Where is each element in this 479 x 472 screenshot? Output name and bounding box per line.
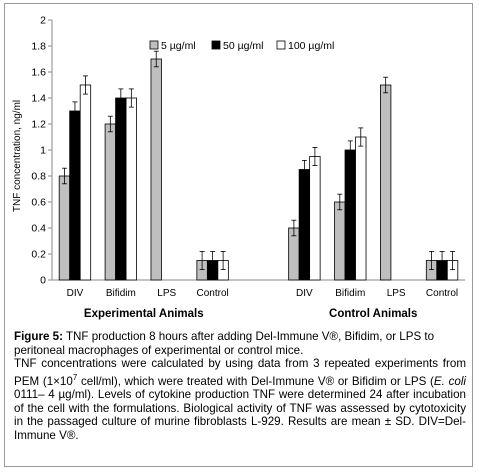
x-tick-label: Control [426,288,458,299]
caption-ecoli: E. coli [433,374,466,388]
bar [115,97,127,281]
caption-body-b: cell/ml), which were treated with Del-Im… [77,374,434,388]
bar [298,169,311,281]
figure-caption: Figure 5: TNF production 8 hours after a… [14,330,466,443]
bar [58,175,71,281]
y-tick-label: 1.8 [31,41,46,53]
x-tick-label: Bifidim [335,288,365,299]
y-tick-label: 0.4 [31,223,46,235]
legend-swatch [211,40,221,50]
x-tick-label: Bifidim [106,288,136,299]
y-tick-label: 0.6 [31,197,46,209]
legend-swatch [149,40,159,50]
y-tick-label: 0.8 [31,171,46,183]
y-axis-label: TNF concentration, ng/ml [12,100,23,212]
y-tick-label: 1.2 [31,119,46,131]
x-tick-label: LPS [387,288,406,299]
y-tick-label: 1.6 [31,67,46,79]
bar [125,97,137,281]
bar [380,84,392,281]
group-label: Experimental Animals [84,308,204,320]
bar [104,123,116,281]
caption-body-a: TNF concentrations were calculated by us… [14,357,466,388]
bar-chart: 0 0.2 0.4 0.6 0.8 1 1.2 1.4 1.6 1.8 2 TNF concentra… [12,15,465,320]
x-tick-label: Control [196,288,228,299]
caption-body-c: 0111– 4 µg/ml). Levels of cytokine produ… [14,388,466,443]
legend-label: 50 µg/ml [223,40,263,52]
y-tick-label: 0.2 [31,249,46,261]
x-tick-label: DIV [296,288,313,299]
bar [344,149,356,281]
bar [309,156,321,281]
bar [334,201,346,281]
caption-line-1: TNF production 8 hours after adding Del-… [14,330,435,357]
caption-lead: Figure 5: TNF production 8 hours after a… [14,330,466,357]
bar [69,110,81,281]
caption-superscript: 7 [72,372,78,382]
bar [150,58,162,281]
y-tick-label: 1 [40,145,46,157]
y-tick-label: 2 [40,15,46,27]
y-tick-label: 0 [40,275,46,287]
y-tick-label: 1.4 [31,93,46,105]
group-label: Control Animals [329,308,417,320]
figure-label: Figure 5: [14,330,63,343]
bar [79,84,92,281]
caption-body: TNF concentrations were calculated by us… [14,357,466,442]
x-tick-label: DIV [67,288,84,299]
bar [355,136,367,281]
legend-label: 100 µg/ml [288,40,334,52]
x-tick-label: LPS [157,288,176,299]
legend-label: 5 µg/ml [161,40,196,52]
legend-swatch [276,40,286,50]
